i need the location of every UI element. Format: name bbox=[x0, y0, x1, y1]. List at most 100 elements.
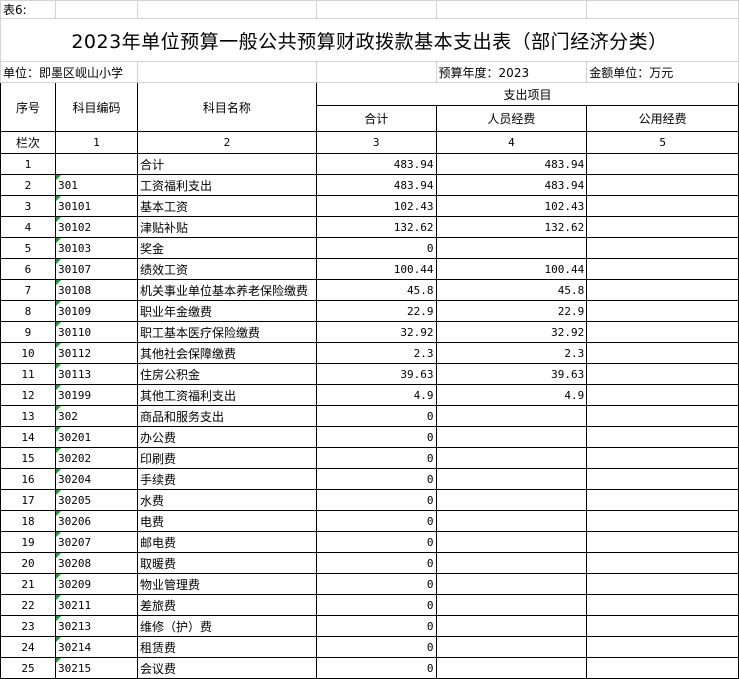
cell-personnel[interactable]: 483.94 bbox=[435, 174, 588, 196]
cell-code[interactable]: 30208 bbox=[54, 552, 138, 574]
cell-name[interactable]: 职业年金缴费 bbox=[136, 300, 317, 322]
cell-public[interactable] bbox=[586, 384, 739, 406]
cell-public[interactable] bbox=[586, 195, 739, 217]
cell-total[interactable]: 0 bbox=[315, 510, 437, 532]
cell-total[interactable]: 132.62 bbox=[315, 216, 437, 238]
cell-code[interactable]: 30214 bbox=[54, 636, 138, 658]
cell-name[interactable]: 津贴补贴 bbox=[136, 216, 317, 238]
cell-name[interactable]: 租赁费 bbox=[136, 636, 317, 658]
cell-code[interactable]: 30206 bbox=[54, 510, 138, 532]
cell-personnel[interactable] bbox=[435, 447, 588, 469]
cell-seq[interactable]: 9 bbox=[0, 321, 56, 343]
cell-total[interactable]: 0 bbox=[315, 426, 437, 448]
cell-public[interactable] bbox=[586, 447, 739, 469]
cell-code[interactable]: 30113 bbox=[54, 363, 138, 385]
column-index-1[interactable]: 1 bbox=[54, 131, 138, 154]
cell-seq[interactable]: 7 bbox=[0, 279, 56, 301]
column-index-label[interactable]: 栏次 bbox=[0, 131, 56, 154]
cell-total[interactable]: 22.9 bbox=[315, 300, 437, 322]
cell-total[interactable]: 483.94 bbox=[315, 153, 437, 175]
cell-total[interactable]: 0 bbox=[315, 531, 437, 553]
cell-name[interactable]: 奖金 bbox=[136, 237, 317, 259]
cell-name[interactable]: 物业管理费 bbox=[136, 573, 317, 595]
cell-code[interactable]: 30103 bbox=[54, 237, 138, 259]
cell-seq[interactable]: 18 bbox=[0, 510, 56, 532]
cell-code[interactable]: 30107 bbox=[54, 258, 138, 280]
cell-seq[interactable]: 23 bbox=[0, 615, 56, 637]
cell-code[interactable]: 30215 bbox=[54, 657, 138, 679]
cell-code[interactable]: 30109 bbox=[54, 300, 138, 322]
cell-seq[interactable]: 10 bbox=[0, 342, 56, 364]
header-code[interactable]: 科目编码 bbox=[54, 82, 138, 132]
cell-total[interactable]: 0 bbox=[315, 594, 437, 616]
cell-total[interactable]: 0 bbox=[315, 552, 437, 574]
amount-unit[interactable]: 金额单位：万元 bbox=[586, 61, 739, 83]
cell-public[interactable] bbox=[586, 174, 739, 196]
cell-public[interactable] bbox=[586, 237, 739, 259]
cell-seq[interactable]: 20 bbox=[0, 552, 56, 574]
cell-code[interactable]: 30112 bbox=[54, 342, 138, 364]
cell-personnel[interactable]: 45.8 bbox=[435, 279, 588, 301]
cell-total[interactable]: 2.3 bbox=[315, 342, 437, 364]
cell-personnel[interactable] bbox=[435, 636, 588, 658]
cell-public[interactable] bbox=[586, 594, 739, 616]
cell-seq[interactable]: 6 bbox=[0, 258, 56, 280]
cell-name[interactable]: 工资福利支出 bbox=[136, 174, 317, 196]
cell-public[interactable] bbox=[586, 510, 739, 532]
cell-public[interactable] bbox=[586, 258, 739, 280]
cell-seq[interactable]: 21 bbox=[0, 573, 56, 595]
cell-seq[interactable]: 4 bbox=[0, 216, 56, 238]
cell-seq[interactable]: 14 bbox=[0, 426, 56, 448]
cell-code[interactable]: 30202 bbox=[54, 447, 138, 469]
cell-total[interactable]: 0 bbox=[315, 405, 437, 427]
cell-name[interactable]: 会议费 bbox=[136, 657, 317, 679]
cell-name[interactable]: 维修（护）费 bbox=[136, 615, 317, 637]
cell[interactable] bbox=[136, 0, 317, 19]
cell-personnel[interactable] bbox=[435, 237, 588, 259]
cell-seq[interactable]: 5 bbox=[0, 237, 56, 259]
cell-name[interactable]: 机关事业单位基本养老保险缴费 bbox=[136, 279, 317, 301]
cell-personnel[interactable]: 2.3 bbox=[435, 342, 588, 364]
cell-total[interactable]: 0 bbox=[315, 447, 437, 469]
cell-seq[interactable]: 24 bbox=[0, 636, 56, 658]
cell-seq[interactable]: 13 bbox=[0, 405, 56, 427]
cell-total[interactable]: 0 bbox=[315, 615, 437, 637]
cell-name[interactable]: 印刷费 bbox=[136, 447, 317, 469]
cell-public[interactable] bbox=[586, 321, 739, 343]
cell-total[interactable]: 0 bbox=[315, 573, 437, 595]
cell-personnel[interactable]: 39.63 bbox=[435, 363, 588, 385]
cell-code[interactable]: 30211 bbox=[54, 594, 138, 616]
cell-seq[interactable]: 15 bbox=[0, 447, 56, 469]
cell-total[interactable]: 0 bbox=[315, 489, 437, 511]
unit-label[interactable]: 单位：即墨区岘山小学 bbox=[0, 61, 138, 83]
cell-seq[interactable]: 22 bbox=[0, 594, 56, 616]
cell-seq[interactable]: 16 bbox=[0, 468, 56, 490]
cell-code[interactable]: 30207 bbox=[54, 531, 138, 553]
cell-total[interactable]: 39.63 bbox=[315, 363, 437, 385]
cell-total[interactable]: 483.94 bbox=[315, 174, 437, 196]
cell-name[interactable]: 取暖费 bbox=[136, 552, 317, 574]
cell-personnel[interactable] bbox=[435, 573, 588, 595]
cell-personnel[interactable]: 22.9 bbox=[435, 300, 588, 322]
cell-name[interactable]: 其他工资福利支出 bbox=[136, 384, 317, 406]
cell-personnel[interactable]: 483.94 bbox=[435, 153, 588, 175]
header-seq[interactable]: 序号 bbox=[0, 82, 56, 132]
cell-code[interactable]: 302 bbox=[54, 405, 138, 427]
cell-personnel[interactable] bbox=[435, 531, 588, 553]
cell-name[interactable]: 办公费 bbox=[136, 426, 317, 448]
cell-public[interactable] bbox=[586, 615, 739, 637]
cell[interactable] bbox=[315, 61, 437, 83]
cell-public[interactable] bbox=[586, 300, 739, 322]
cell-code[interactable]: 30201 bbox=[54, 426, 138, 448]
cell[interactable] bbox=[315, 0, 437, 19]
cell-seq[interactable]: 2 bbox=[0, 174, 56, 196]
cell-code[interactable]: 30101 bbox=[54, 195, 138, 217]
cell-seq[interactable]: 3 bbox=[0, 195, 56, 217]
cell-seq[interactable]: 19 bbox=[0, 531, 56, 553]
cell-public[interactable] bbox=[586, 405, 739, 427]
cell-name[interactable]: 水费 bbox=[136, 489, 317, 511]
cell-personnel[interactable] bbox=[435, 489, 588, 511]
cell-code[interactable]: 301 bbox=[54, 174, 138, 196]
cell[interactable] bbox=[435, 0, 588, 19]
cell-public[interactable] bbox=[586, 573, 739, 595]
